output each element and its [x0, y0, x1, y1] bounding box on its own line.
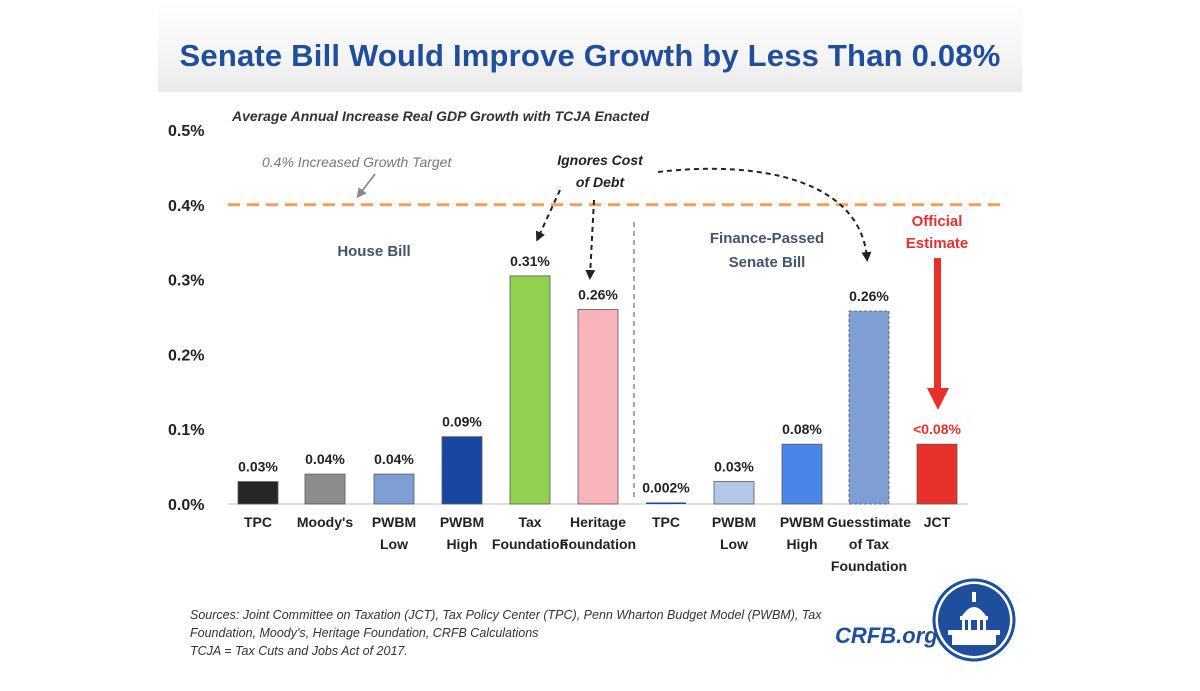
bar: [441, 436, 483, 505]
data-label: 0.26%: [849, 288, 889, 304]
y-axis: 0.0% 0.1% 0.2% 0.3% 0.4% 0.5%: [168, 123, 204, 514]
ignores-cost-annotation: Ignores Cost of Debt: [557, 152, 644, 190]
bar: [713, 481, 755, 505]
target-arrow: [356, 173, 376, 199]
y-tick-label: 0.0%: [168, 497, 204, 514]
x-category-label: JCT: [924, 514, 951, 530]
x-category-label: Tax Foundation: [492, 514, 568, 552]
group-label-house: House Bill: [337, 243, 410, 260]
x-category-label: TPC: [244, 514, 272, 530]
crfb-capitol-logo: [932, 578, 1016, 662]
official-arrow-shaft: [934, 258, 941, 390]
x-category-label: Moody's: [297, 514, 353, 530]
sources-line-2: Foundation, Moody's, Heritage Foundation…: [190, 626, 539, 640]
x-category-label: PWBM Low: [372, 514, 416, 552]
group-label-senate: Finance-Passed Senate Bill: [710, 230, 824, 271]
y-tick-label: 0.3%: [168, 273, 204, 290]
official-arrow-head: [927, 388, 949, 410]
bar: [237, 481, 279, 505]
page-title: Senate Bill Would Improve Growth by Less…: [179, 38, 1001, 73]
bar: [646, 502, 686, 504]
title-band: [158, 0, 1022, 92]
sources-line-1: Sources: Joint Committee on Taxation (JC…: [190, 608, 822, 622]
sources-line-3: TCJA = Tax Cuts and Jobs Act of 2017.: [190, 644, 408, 658]
arrow-to-guesstimate: [657, 167, 872, 262]
brand-link[interactable]: CRFB.org: [835, 623, 938, 648]
bars-group: [228, 203, 1000, 505]
data-label: <0.08%: [913, 421, 961, 437]
y-tick-label: 0.1%: [168, 422, 204, 439]
x-category-label: Guesstimate of Tax Foundation: [827, 514, 911, 574]
target-line-label: 0.4% Increased Growth Target: [262, 154, 452, 170]
y-tick-label: 0.4%: [168, 198, 204, 215]
x-category-label: PWBM High: [440, 514, 484, 552]
data-label: 0.26%: [578, 287, 618, 303]
annotations-group: House Bill Finance-Passed Senate Bill 0.4% …: [262, 152, 968, 410]
bar: [304, 473, 346, 505]
data-label: 0.31%: [510, 253, 550, 269]
bar: [848, 310, 890, 505]
arrow-to-tax-foundation: [535, 189, 561, 242]
arrow-to-heritage: [585, 199, 596, 280]
x-category-label: TPC: [652, 514, 680, 530]
x-category-label: Heritage Foundation: [560, 514, 636, 552]
data-label: 0.04%: [305, 451, 345, 467]
data-label: 0.04%: [374, 451, 414, 467]
data-labels-group: 0.03% 0.04% 0.04% 0.09% 0.31% 0.26% 0.002% 0.03…: [238, 253, 961, 496]
x-category-label: PWBM High: [780, 514, 824, 552]
y-tick-label: 0.2%: [168, 347, 204, 364]
bar: [509, 275, 551, 505]
data-label: 0.002%: [642, 480, 690, 496]
bar: [781, 443, 823, 505]
data-label: 0.03%: [238, 459, 278, 475]
bar: [577, 309, 619, 505]
chart-subtitle: Average Annual Increase Real GDP Growth …: [231, 108, 649, 124]
bar: [373, 473, 415, 505]
data-label: 0.08%: [782, 421, 822, 437]
data-label: 0.03%: [714, 459, 754, 475]
bar: [916, 443, 958, 505]
data-label: 0.09%: [442, 414, 482, 430]
y-tick-label: 0.5%: [168, 123, 204, 140]
official-estimate-annotation: Official Estimate: [906, 213, 969, 252]
x-category-label: PWBM Low: [712, 514, 756, 552]
